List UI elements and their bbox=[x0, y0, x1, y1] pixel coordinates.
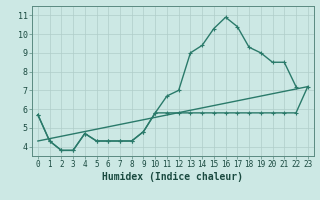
X-axis label: Humidex (Indice chaleur): Humidex (Indice chaleur) bbox=[102, 172, 243, 182]
